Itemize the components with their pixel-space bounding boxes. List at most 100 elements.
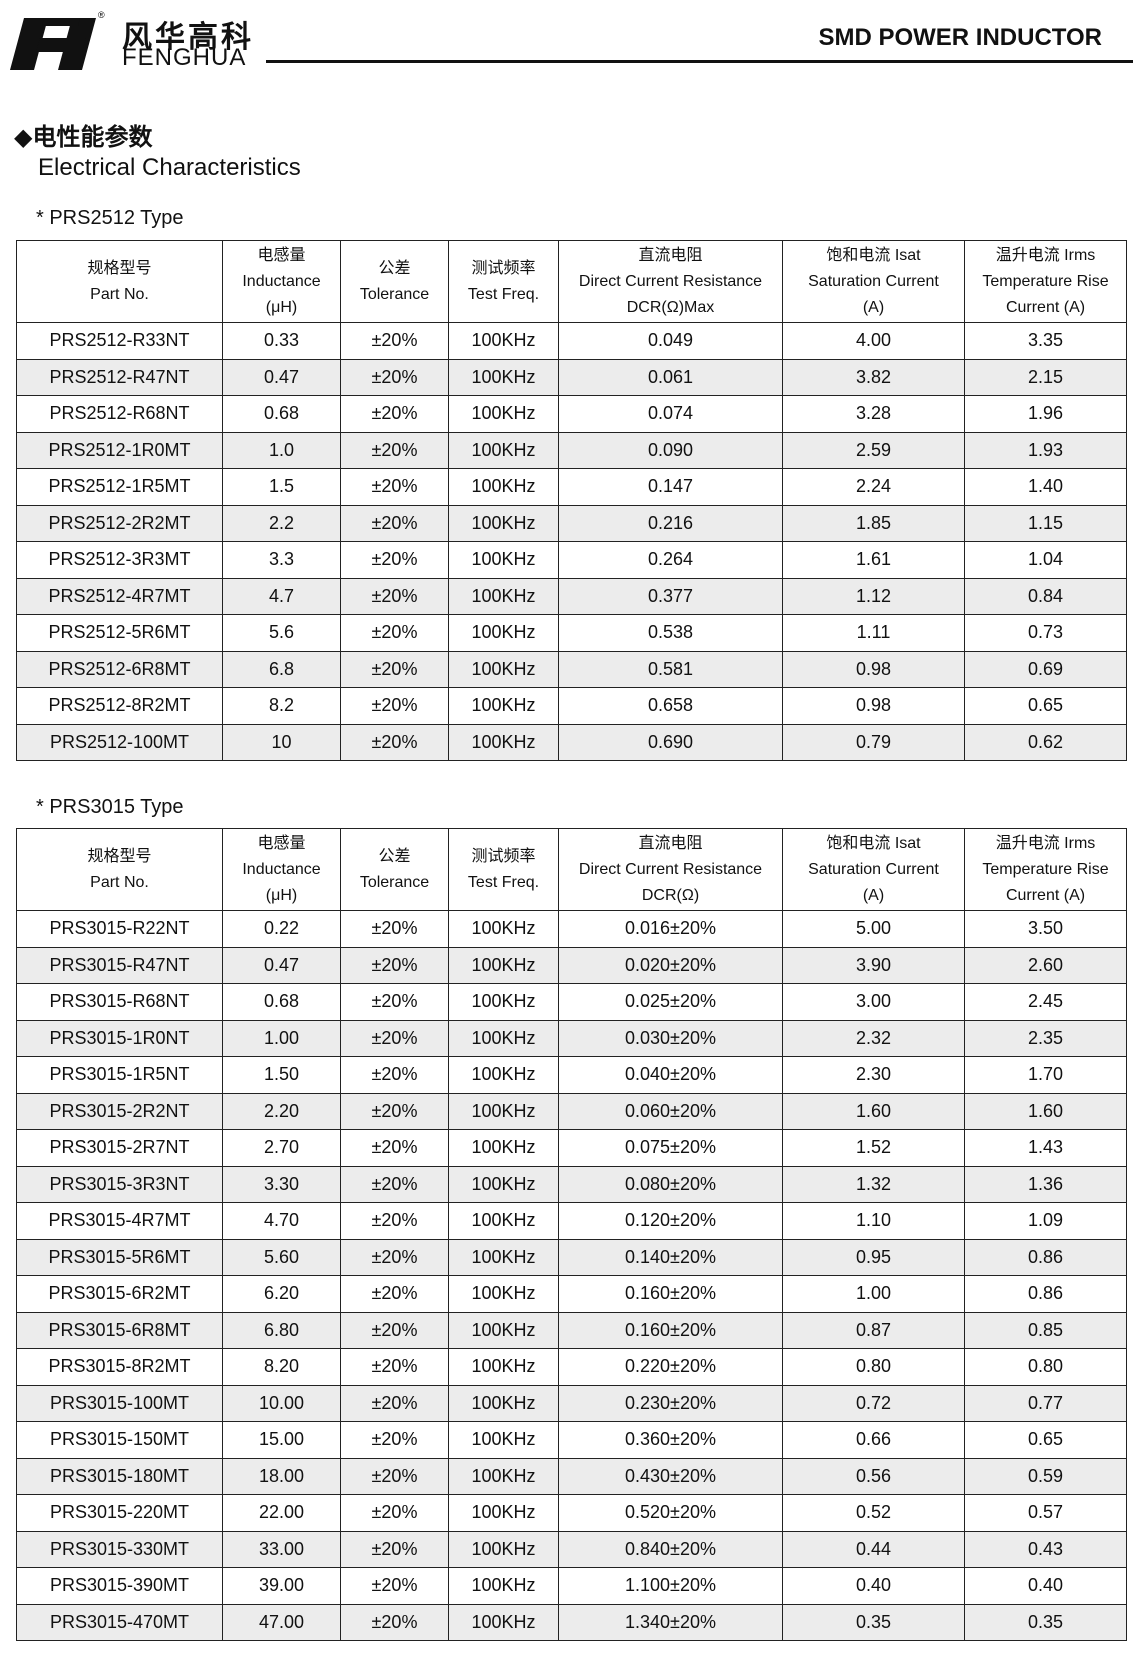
cell: 2.24 xyxy=(782,468,965,506)
cell: 1.340±20% xyxy=(558,1603,783,1641)
cell: PRS2512-8R2MT xyxy=(16,687,223,725)
data-row: PRS2512-R33NT 0.33 ±20% 100KHz 0.049 4.00 3.35 xyxy=(16,322,1127,360)
data-row: PRS3015-1R0NT 1.00 ±20% 100KHz 0.030±20% 2.32… xyxy=(16,1019,1127,1057)
cell: 0.95 xyxy=(782,1238,965,1276)
cell: 0.430±20% xyxy=(558,1457,783,1495)
cell: 10 xyxy=(222,723,341,761)
cell: ±20% xyxy=(340,1238,449,1276)
cell: 100KHz xyxy=(448,541,559,579)
data-row: PRS2512-5R6MT 5.6 ±20% 100KHz 0.538 1.11 0.73 xyxy=(16,614,1127,652)
cell: PRS3015-R22NT xyxy=(16,910,223,948)
cell: 0.216 xyxy=(558,504,783,542)
header-line: Part No. xyxy=(90,285,149,303)
cell: 0.080±20% xyxy=(558,1165,783,1203)
cell: 0.44 xyxy=(782,1530,965,1568)
cell: 0.040±20% xyxy=(558,1056,783,1094)
cell: 100KHz xyxy=(448,395,559,433)
cell: ±20% xyxy=(340,1530,449,1568)
cell: 1.00 xyxy=(222,1019,341,1057)
cell: 1.61 xyxy=(782,541,965,579)
cell: 3.28 xyxy=(782,395,965,433)
cell: ±20% xyxy=(340,1092,449,1130)
header-line: 规格型号 xyxy=(87,259,152,277)
data-row: PRS3015-330MT 33.00 ±20% 100KHz 0.840±20% 0.4… xyxy=(16,1530,1127,1568)
cell: 0.62 xyxy=(964,723,1127,761)
header-line: 电感量 xyxy=(257,246,306,264)
cell: 1.32 xyxy=(782,1165,965,1203)
cell: 0.220±20% xyxy=(558,1348,783,1386)
cell: 0.074 xyxy=(558,395,783,433)
header-cell: 公差 Tolerance xyxy=(340,828,449,911)
data-row: PRS2512-R68NT 0.68 ±20% 100KHz 0.074 3.28 1.96 xyxy=(16,395,1127,433)
data-row: PRS3015-2R2NT 2.20 ±20% 100KHz 0.060±20% 1.60… xyxy=(16,1092,1127,1130)
header-cell: 测试频率 Test Freq. xyxy=(448,240,559,323)
cell: 4.7 xyxy=(222,577,341,615)
cell: ±20% xyxy=(340,395,449,433)
header-line: Tolerance xyxy=(359,873,430,891)
cell: 39.00 xyxy=(222,1567,341,1605)
cell: 100KHz xyxy=(448,1567,559,1605)
cell: 1.93 xyxy=(964,431,1127,469)
data-row: PRS3015-470MT 47.00 ±20% 100KHz 1.340±20% 0.3… xyxy=(16,1603,1127,1641)
cell: 0.47 xyxy=(222,358,341,396)
cell: ±20% xyxy=(340,431,449,469)
cell: 0.060±20% xyxy=(558,1092,783,1130)
cell: 3.82 xyxy=(782,358,965,396)
cell: 0.030±20% xyxy=(558,1019,783,1057)
header-line: Direct Current Resistance xyxy=(578,860,763,878)
cell: PRS3015-2R7NT xyxy=(16,1129,223,1167)
cell: 2.70 xyxy=(222,1129,341,1167)
cell: ±20% xyxy=(340,946,449,984)
cell: 100KHz xyxy=(448,504,559,542)
cell: PRS3015-470MT xyxy=(16,1603,223,1641)
data-row: PRS2512-2R2MT 2.2 ±20% 100KHz 0.216 1.85 1.15 xyxy=(16,504,1127,542)
data-row: PRS3015-1R5NT 1.50 ±20% 100KHz 0.040±20% 2.30… xyxy=(16,1056,1127,1094)
header-line: 饱和电流 Isat xyxy=(826,834,921,852)
cell: PRS2512-3R3MT xyxy=(16,541,223,579)
data-row: PRS2512-R47NT 0.47 ±20% 100KHz 0.061 3.82 2.15 xyxy=(16,358,1127,396)
header-line: 测试频率 xyxy=(471,847,536,865)
data-row: PRS3015-180MT 18.00 ±20% 100KHz 0.430±20% 0.5… xyxy=(16,1457,1127,1495)
cell: PRS3015-5R6MT xyxy=(16,1238,223,1276)
cell: PRS3015-220MT xyxy=(16,1494,223,1532)
header-line: Current (A) xyxy=(1005,886,1086,904)
cell: 0.40 xyxy=(964,1567,1127,1605)
cell: ±20% xyxy=(340,1348,449,1386)
cell: 0.57 xyxy=(964,1494,1127,1532)
cell: 0.47 xyxy=(222,946,341,984)
cell: 0.025±20% xyxy=(558,983,783,1021)
header-line: Test Freq. xyxy=(467,285,540,303)
cell: ±20% xyxy=(340,687,449,725)
cell: 0.86 xyxy=(964,1238,1127,1276)
cell: 100KHz xyxy=(448,946,559,984)
cell: 3.30 xyxy=(222,1165,341,1203)
cell: 0.049 xyxy=(558,322,783,360)
header-cell: 饱和电流 Isat Saturation Current (A) xyxy=(782,240,965,323)
cell: 100KHz xyxy=(448,1494,559,1532)
cell: 0.84 xyxy=(964,577,1127,615)
data-row: PRS3015-4R7MT 4.70 ±20% 100KHz 0.120±20% 1.10… xyxy=(16,1202,1127,1240)
data-row: PRS3015-220MT 22.00 ±20% 100KHz 0.520±20% 0.5… xyxy=(16,1494,1127,1532)
cell: 0.160±20% xyxy=(558,1275,783,1313)
cell: ±20% xyxy=(340,468,449,506)
cell: 0.360±20% xyxy=(558,1421,783,1459)
header-line: Direct Current Resistance xyxy=(578,272,763,290)
cell: 100KHz xyxy=(448,614,559,652)
cell: 1.15 xyxy=(964,504,1127,542)
cell: 0.690 xyxy=(558,723,783,761)
data-row: PRS3015-390MT 39.00 ±20% 100KHz 1.100±20% 0.4… xyxy=(16,1567,1127,1605)
brand-en: FENGHUA xyxy=(122,44,247,71)
cell: 5.6 xyxy=(222,614,341,652)
header-line: Inductance xyxy=(242,860,321,878)
cell: 0.65 xyxy=(964,1421,1127,1459)
cell: 100KHz xyxy=(448,983,559,1021)
cell: ±20% xyxy=(340,1275,449,1313)
header-cell: 规格型号 Part No. xyxy=(16,828,223,911)
cell: ±20% xyxy=(340,1202,449,1240)
data-row: PRS3015-R68NT 0.68 ±20% 100KHz 0.025±20% 3.00… xyxy=(16,983,1127,1021)
data-row: PRS3015-3R3NT 3.30 ±20% 100KHz 0.080±20% 1.32… xyxy=(16,1165,1127,1203)
cell: 1.0 xyxy=(222,431,341,469)
cell: 0.65 xyxy=(964,687,1127,725)
data-row: PRS2512-6R8MT 6.8 ±20% 100KHz 0.581 0.98 0.69 xyxy=(16,650,1127,688)
data-row: PRS3015-100MT 10.00 ±20% 100KHz 0.230±20% 0.7… xyxy=(16,1384,1127,1422)
